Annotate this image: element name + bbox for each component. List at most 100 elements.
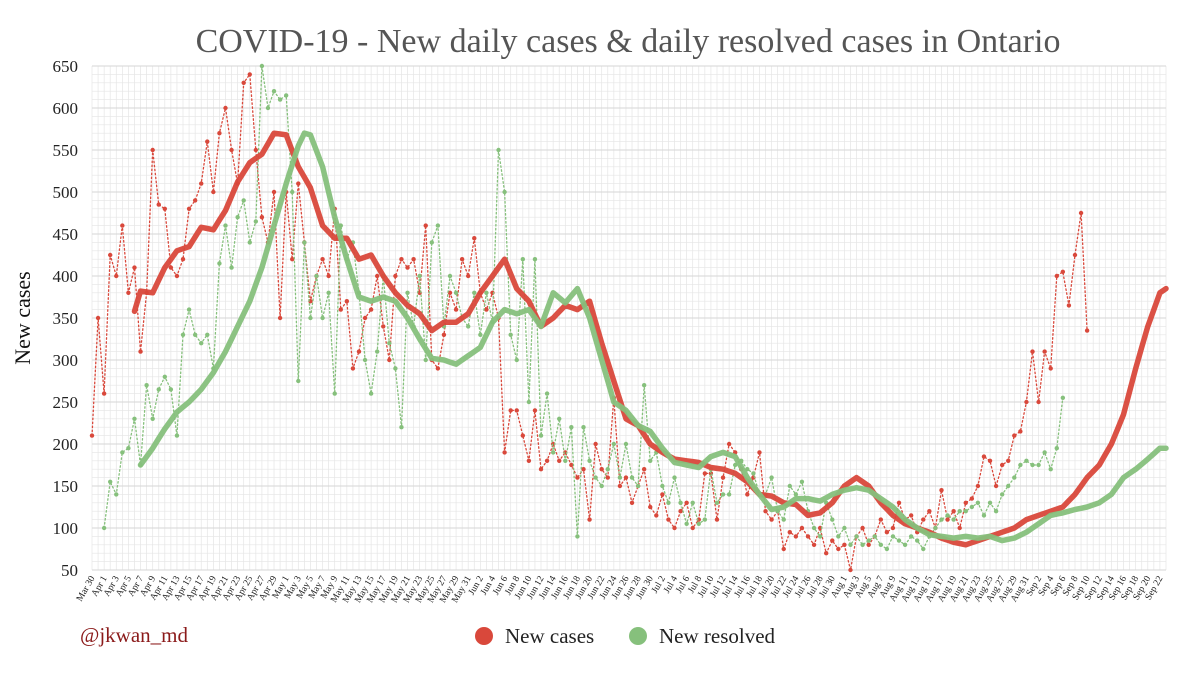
resolved-daily-point [890, 534, 896, 539]
grid [91, 65, 1167, 571]
cases-daily-point [799, 525, 805, 531]
y-tick-label: 550 [53, 141, 79, 160]
resolved-daily-point [447, 273, 453, 279]
resolved-daily-point [969, 504, 975, 510]
cases-daily-point [587, 517, 592, 522]
cases-daily-point [1042, 349, 1047, 354]
resolved-daily-point [290, 189, 295, 195]
resolved-daily-point [945, 513, 950, 518]
cases-daily-point [466, 273, 471, 279]
resolved-daily-point [502, 189, 507, 195]
resolved-daily-point [223, 223, 228, 228]
resolved-daily-point [265, 105, 271, 111]
resolved-daily-point [769, 475, 774, 480]
resolved-daily-point [690, 500, 695, 505]
series-layer [89, 63, 1169, 573]
y-tick-label: 100 [53, 519, 79, 538]
resolved-daily-point [1012, 475, 1017, 480]
cases-daily-point [387, 357, 392, 363]
resolved-daily-point [896, 538, 902, 543]
cases-daily-point [453, 307, 459, 312]
resolved-daily-point [150, 416, 155, 421]
cases-daily-point [205, 139, 210, 144]
cases-daily-point [1066, 303, 1072, 308]
resolved-daily-point [678, 500, 683, 505]
resolved-daily-point [684, 521, 689, 526]
y-tick-label: 600 [53, 99, 79, 118]
cases-daily-point [114, 273, 119, 279]
resolved-daily-point [872, 534, 877, 539]
y-tick-label: 250 [53, 393, 79, 412]
cases-daily-point [793, 534, 799, 539]
resolved-daily-point [854, 534, 859, 539]
cases-daily-point [896, 500, 902, 505]
resolved-daily-point [484, 290, 489, 295]
cases-daily-point [672, 525, 677, 531]
cases-daily-point [981, 454, 987, 459]
cases-daily-point [423, 223, 428, 228]
cases-daily-point [1060, 269, 1066, 274]
resolved-daily-point [453, 290, 459, 295]
resolved-daily-point [751, 471, 756, 476]
cases-daily-point [320, 257, 325, 262]
cases-daily-point [666, 517, 671, 522]
cases-daily-point [842, 542, 847, 547]
cases-daily-point [848, 567, 853, 573]
cases-daily-point [544, 458, 550, 463]
resolved-daily-point [605, 467, 610, 472]
resolved-daily-point [538, 433, 544, 438]
resolved-daily-point [314, 273, 319, 279]
legend: New cases New resolved [475, 624, 776, 648]
y-tick-label: 350 [53, 309, 79, 328]
cases-daily-point [830, 538, 835, 543]
cases-daily-point [459, 257, 465, 262]
cases-daily-point [405, 265, 410, 270]
cases-daily-point [89, 433, 95, 438]
cases-daily-point [557, 458, 562, 463]
resolved-daily-point [581, 425, 586, 430]
cases-daily-point [951, 509, 956, 514]
cases-daily-point [126, 290, 131, 295]
resolved-daily-point [332, 391, 337, 396]
resolved-daily-point [702, 517, 708, 522]
resolved-daily-point [987, 500, 993, 505]
cases-daily-point [987, 458, 993, 463]
cases-daily-point [684, 500, 689, 505]
cases-daily-point [447, 290, 453, 295]
resolved-daily-point [1006, 483, 1011, 489]
resolved-daily-point [575, 534, 580, 539]
resolved-daily-point [387, 341, 392, 346]
cases-daily-point [890, 525, 896, 531]
cases-daily-point [575, 475, 580, 480]
resolved-daily-point [963, 509, 968, 514]
cases-daily-point [623, 475, 629, 480]
cases-daily-point [338, 307, 343, 312]
cases-daily-point [502, 450, 507, 455]
cases-daily-point [229, 147, 234, 153]
cases-daily-point [769, 517, 774, 522]
resolved-daily-point [101, 525, 107, 531]
cases-daily-point [101, 391, 107, 396]
resolved-daily-point [429, 240, 434, 245]
resolved-daily-point [975, 500, 981, 505]
resolved-daily-point [921, 546, 926, 552]
resolved-daily-point [848, 542, 853, 547]
resolved-daily-point [180, 332, 186, 337]
legend-resolved-label: New resolved [659, 624, 776, 648]
cases-daily-point [374, 273, 380, 279]
resolved-daily-point [532, 257, 538, 262]
resolved-daily-point [666, 500, 671, 505]
cases-daily-point [472, 236, 477, 241]
cases-daily-point [648, 504, 653, 510]
cases-daily-point [180, 257, 186, 262]
cases-daily-point [1030, 349, 1035, 354]
resolved-daily-point [793, 492, 799, 497]
resolved-daily-point [836, 534, 841, 539]
cases-daily-point [927, 509, 932, 514]
resolved-daily-point [277, 97, 283, 102]
y-tick-label: 50 [61, 561, 78, 580]
resolved-daily-point [1048, 467, 1053, 472]
resolved-daily-point [259, 63, 265, 69]
resolved-daily-point [550, 450, 556, 455]
cases-daily-point [836, 546, 841, 552]
